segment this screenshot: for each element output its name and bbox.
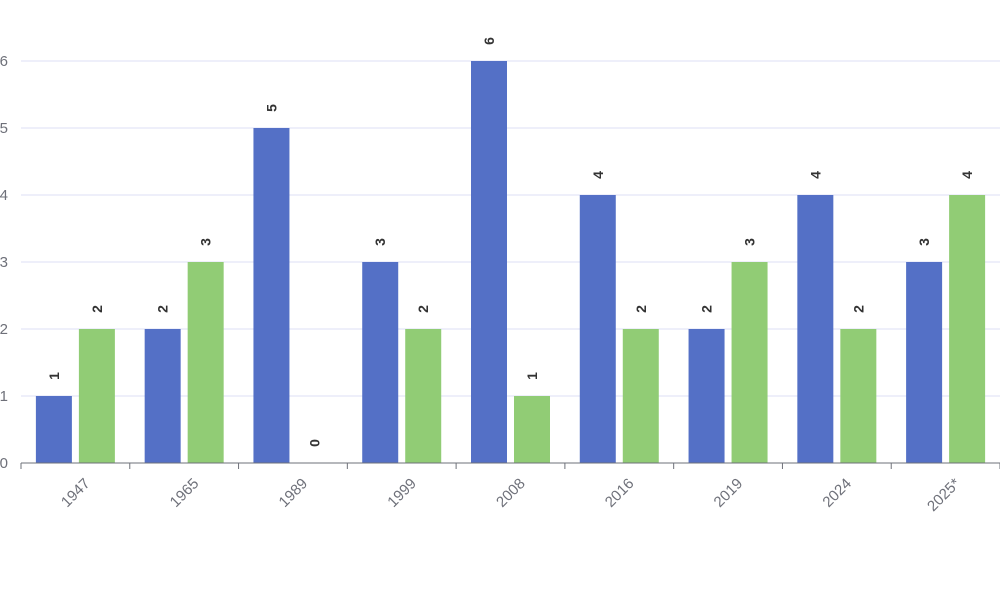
bar-series-2	[840, 329, 877, 463]
data-label: 4	[807, 171, 823, 179]
x-tick-label: 2016	[602, 475, 638, 511]
bar-series-1	[471, 61, 507, 463]
bar-series-1	[35, 396, 72, 463]
data-label: 2	[850, 305, 866, 313]
gridlines	[21, 60, 1000, 397]
data-label: 3	[916, 238, 932, 246]
data-label: 2	[415, 305, 431, 313]
data-label: 6	[481, 37, 497, 45]
y-tick-label: 4	[0, 187, 8, 204]
bar-series-2	[187, 262, 224, 463]
bar-series-2	[78, 329, 115, 463]
x-tick-label: 1989	[276, 475, 312, 511]
bar-series-1	[797, 195, 834, 463]
y-tick-label: 3	[0, 254, 8, 271]
data-label: 1	[524, 372, 540, 380]
x-tick-label: 1999	[384, 475, 420, 511]
data-label: 2	[155, 305, 171, 313]
data-label: 2	[633, 305, 649, 313]
data-label: 3	[198, 238, 214, 246]
y-tick-label: 6	[0, 53, 8, 70]
y-tick-label: 2	[0, 321, 8, 338]
bar-series-2	[731, 262, 768, 463]
data-label: 2	[89, 305, 105, 313]
x-tick-label: 1947	[58, 475, 94, 511]
data-label: 4	[590, 171, 606, 179]
x-tick-label: 2019	[711, 475, 747, 511]
bars	[35, 61, 986, 463]
bar-series-1	[579, 195, 616, 463]
y-tick-label: 0	[0, 455, 8, 472]
x-tick-label: 2024	[819, 475, 855, 511]
x-axis-ticks: 1947 1965 1989 1999 2008 2016 2019 2024 2025*	[20, 463, 1000, 515]
bar-series-2	[405, 329, 442, 463]
data-label: 0	[306, 439, 322, 447]
data-label: 3	[742, 238, 758, 246]
data-label: 3	[372, 238, 388, 246]
y-axis-ticks: 0 1 2 3 4 5 6	[0, 53, 8, 472]
bar-series-1	[253, 128, 290, 463]
bar-series-1	[144, 329, 181, 463]
bar-series-2	[949, 195, 986, 463]
y-tick-label: 1	[0, 388, 8, 405]
data-label: 5	[263, 104, 279, 112]
bar-series-2	[622, 329, 659, 463]
bar-series-1	[906, 262, 943, 463]
y-tick-label: 5	[0, 120, 8, 137]
data-label: 4	[959, 171, 975, 179]
data-label: 1	[46, 372, 62, 380]
x-tick-label: 2008	[493, 475, 529, 511]
data-labels: 1 2 2 3 5 0 3 2 6 1 4 2 2 3 4 2 3 4	[46, 37, 975, 447]
x-tick-label: 1965	[167, 475, 203, 511]
data-label: 2	[699, 305, 715, 313]
bar-series-1	[362, 262, 399, 463]
x-tick-label: 2025*	[924, 475, 964, 515]
bar-series-2	[514, 396, 550, 463]
bar-series-1	[688, 329, 725, 463]
